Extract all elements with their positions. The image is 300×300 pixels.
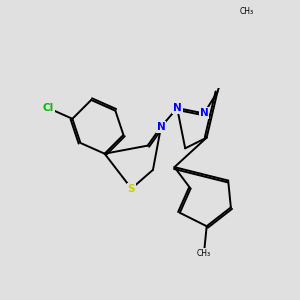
Text: N: N [173, 103, 182, 113]
Text: CH₃: CH₃ [240, 7, 254, 16]
Text: CH₃: CH₃ [197, 249, 211, 258]
Text: N: N [157, 122, 165, 132]
Text: S: S [128, 184, 135, 194]
Text: Cl: Cl [43, 103, 54, 113]
Text: N: N [200, 108, 208, 118]
